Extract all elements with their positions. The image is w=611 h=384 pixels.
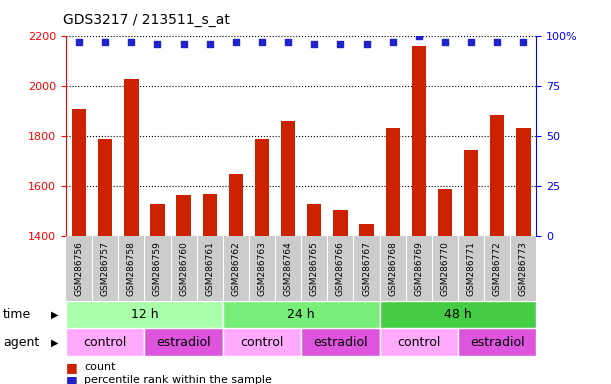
Bar [516,127,530,384]
Text: GSM286759: GSM286759 [153,242,162,296]
Bar [359,223,374,384]
Text: control: control [240,336,284,349]
Text: GSM286762: GSM286762 [232,242,240,296]
Point [257,40,267,46]
Bar [223,328,301,356]
Bar [177,195,191,384]
Point [335,41,345,48]
Bar [333,210,348,384]
Bar [66,328,144,356]
Point [309,41,319,48]
Bar [438,189,452,384]
Text: GSM286758: GSM286758 [127,242,136,296]
Point [284,40,293,46]
Text: ▶: ▶ [51,337,58,348]
Point [126,40,136,46]
Text: estradiol: estradiol [313,336,368,349]
Bar [124,79,139,384]
Point [492,40,502,46]
Bar [490,115,505,384]
Point [362,41,371,48]
Bar [72,109,86,384]
Text: GSM286769: GSM286769 [414,242,423,296]
Bar [223,301,379,328]
Text: 48 h: 48 h [444,308,472,321]
Text: estradiol: estradiol [470,336,525,349]
Text: GSM286772: GSM286772 [492,242,502,296]
Bar [412,46,426,384]
Text: GSM286763: GSM286763 [257,242,266,296]
Text: 24 h: 24 h [287,308,315,321]
Point [466,40,476,46]
Bar [307,204,321,384]
Text: time: time [3,308,31,321]
Text: GSM286773: GSM286773 [519,242,528,296]
Bar [386,127,400,384]
Point [519,40,529,46]
Text: GSM286766: GSM286766 [336,242,345,296]
Point [74,40,84,46]
Bar [301,328,379,356]
Text: GSM286764: GSM286764 [284,242,293,296]
Bar [66,301,223,328]
Bar [98,139,112,384]
Text: ▶: ▶ [51,310,58,320]
Point [179,41,189,48]
Text: estradiol: estradiol [156,336,211,349]
Bar [203,194,217,384]
Text: count: count [84,362,116,372]
Text: 12 h: 12 h [131,308,158,321]
Point [440,40,450,46]
Text: GSM286761: GSM286761 [205,242,214,296]
Text: percentile rank within the sample: percentile rank within the sample [84,375,272,384]
Text: control: control [397,336,441,349]
Text: ■: ■ [66,361,78,374]
Point [100,40,110,46]
Text: GSM286765: GSM286765 [310,242,319,296]
Text: GSM286756: GSM286756 [75,242,84,296]
Text: ■: ■ [66,374,78,384]
Point [414,33,424,40]
Bar [379,301,536,328]
Text: GSM286771: GSM286771 [467,242,475,296]
Bar [464,150,478,384]
Point [388,40,398,46]
Bar [379,328,458,356]
Point [231,40,241,46]
Bar [229,174,243,384]
Bar [458,328,536,356]
Text: GDS3217 / 213511_s_at: GDS3217 / 213511_s_at [63,13,230,27]
Point [205,41,214,48]
Text: control: control [84,336,127,349]
Bar [150,204,164,384]
Text: GSM286770: GSM286770 [441,242,450,296]
Bar [255,139,269,384]
Text: GSM286757: GSM286757 [101,242,110,296]
Bar [144,328,223,356]
Text: GSM286767: GSM286767 [362,242,371,296]
Text: agent: agent [3,336,39,349]
Text: GSM286768: GSM286768 [388,242,397,296]
Point [153,41,163,48]
Bar [281,121,295,384]
Text: GSM286760: GSM286760 [179,242,188,296]
